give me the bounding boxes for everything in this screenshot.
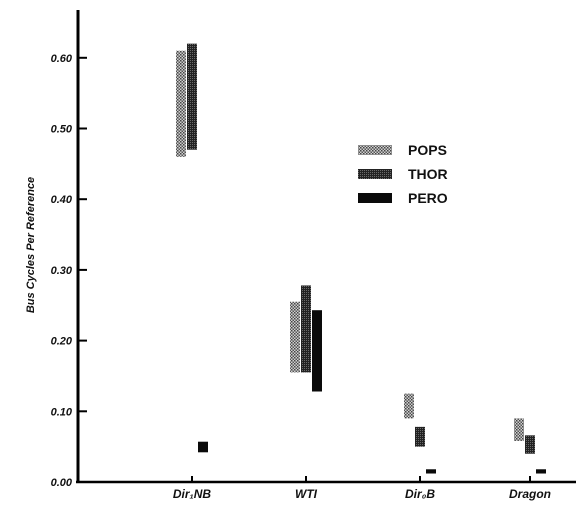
x-ticks: Dir₁NB WTI Dir₀B Dragon [173,476,551,501]
bar-pops [290,301,300,373]
x-tick-label: WTI [295,487,318,501]
axes [76,10,576,484]
legend-label-pero: PERO [408,190,448,206]
y-ticks: 0.00 0.10 0.20 0.30 0.40 0.50 0.60 [51,53,87,489]
bar-thor [187,43,197,150]
y-axis-title: Bus Cycles Per Reference [25,177,37,313]
legend-swatch-thor [358,169,392,179]
legend-swatch-pero [358,193,392,203]
y-tick-label: 0.10 [51,406,73,418]
legend-label-pops: POPS [408,142,447,158]
x-tick-label: Dir₀B [405,487,435,501]
y-tick-label: 0.40 [51,194,73,206]
y-tick-label: 0.30 [51,265,73,277]
x-tick-label: Dir₁NB [173,487,212,501]
bars [176,43,546,474]
bar-thor [525,435,535,454]
y-tick-label: 0.20 [51,336,73,348]
bar-pops [176,50,186,157]
x-tick-label: Dragon [509,487,551,501]
bar-thor [301,285,311,373]
bar-pero [536,469,546,474]
bar-pero [426,469,436,474]
y-tick-label: 0.00 [51,477,73,489]
legend-swatch-pops [358,145,392,155]
bar-pero [198,441,208,453]
y-tick-label: 0.60 [51,53,73,65]
bar-pops [514,418,524,441]
bar-thor [415,426,425,447]
legend-label-thor: THOR [408,166,448,182]
legend: POPS THOR PERO [358,142,448,206]
y-tick-label: 0.50 [51,124,73,136]
bar-pero [312,310,322,392]
bar-pops [404,393,414,419]
